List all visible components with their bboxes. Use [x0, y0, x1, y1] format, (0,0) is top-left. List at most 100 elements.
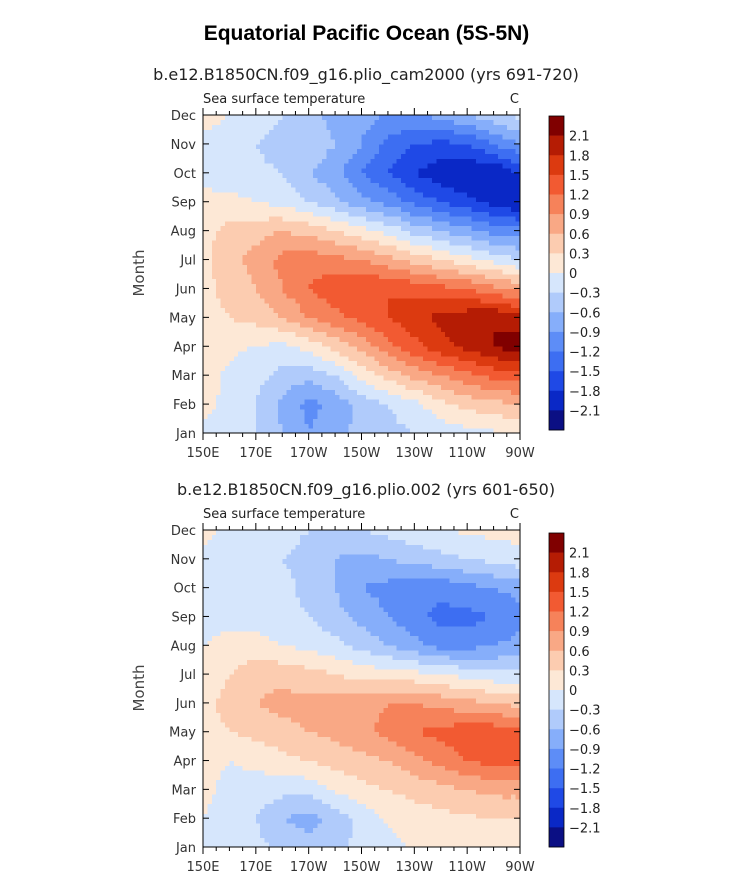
field-cell: [409, 418, 415, 424]
field-cell: [392, 115, 398, 121]
field-cell: [511, 211, 516, 217]
field-cell: [497, 269, 503, 275]
field-cell: [273, 259, 279, 265]
field-cell: [475, 360, 481, 366]
field-cell: [374, 298, 380, 304]
field-cell: [233, 360, 239, 366]
field-cell: [251, 168, 257, 174]
field-cell: [449, 360, 455, 366]
field-cell: [299, 269, 305, 275]
field-cell: [436, 298, 442, 304]
field-cell: [418, 278, 424, 285]
field-cell: [405, 196, 411, 203]
field-cell: [216, 182, 222, 188]
field-cell: [299, 370, 305, 376]
field-cell: [247, 418, 252, 424]
field-cell: [431, 293, 437, 299]
field-cell: [453, 346, 459, 352]
field-cell: [458, 201, 464, 207]
field-cell: [273, 201, 279, 207]
field-cell: [220, 216, 226, 222]
field-cell: [273, 134, 279, 140]
field-cell: [392, 355, 398, 362]
field-cell: [225, 288, 230, 294]
field-cell: [203, 119, 208, 126]
field-cell: [414, 327, 420, 333]
field-cell: [423, 225, 428, 232]
field-cell: [203, 298, 208, 304]
field-cell: [251, 254, 257, 260]
field-cell: [229, 302, 235, 309]
field-cell: [277, 278, 283, 285]
field-cell: [286, 196, 292, 203]
field-cell: [238, 312, 244, 318]
field-cell: [409, 230, 415, 236]
field-cell: [352, 187, 358, 193]
field-cell: [392, 327, 398, 333]
field-cell: [282, 124, 288, 130]
field-cell: [431, 249, 437, 256]
field-cell: [440, 269, 446, 275]
field-cell: [484, 302, 490, 309]
field-cell: [264, 278, 270, 285]
field-cell: [357, 283, 362, 289]
field-cell: [273, 187, 279, 193]
field-cell: [286, 312, 292, 318]
field-cell: [462, 365, 468, 371]
field-cell: [304, 249, 310, 256]
field-cell: [295, 196, 301, 203]
field-cell: [255, 351, 261, 357]
field-cell: [427, 139, 433, 145]
field-cell: [396, 413, 402, 419]
field-cell: [295, 211, 301, 217]
field-cell: [304, 389, 310, 395]
field-cell: [497, 375, 503, 381]
field-cell: [225, 158, 230, 164]
field-cell: [480, 274, 486, 280]
field-cell: [352, 143, 358, 150]
field-cell: [247, 283, 252, 289]
field-cell: [282, 384, 288, 391]
field-cell: [453, 153, 459, 159]
field-cell: [299, 240, 305, 246]
field-cell: [409, 124, 415, 130]
field-cell: [449, 404, 455, 410]
field-cell: [220, 148, 226, 154]
field-cell: [335, 384, 340, 391]
field-cell: [370, 389, 376, 395]
field-cell: [445, 341, 450, 347]
field-cell: [431, 206, 437, 212]
field-cell: [326, 153, 332, 159]
field-cell: [506, 182, 512, 188]
field-cell: [502, 394, 508, 400]
field-cell: [321, 327, 327, 333]
field-cell: [330, 341, 336, 347]
field-cell: [427, 355, 433, 362]
field-cell: [387, 418, 393, 424]
field-cell: [229, 822, 235, 829]
field-cell: [308, 404, 314, 410]
field-cell: [365, 380, 371, 386]
field-cell: [247, 837, 252, 843]
field-cell: [207, 254, 213, 260]
field-cell: [335, 394, 340, 400]
field-cell: [269, 153, 274, 159]
field-cell: [277, 182, 283, 188]
field-cell: [502, 389, 508, 395]
field-cell: [238, 336, 244, 342]
field-cell: [370, 187, 376, 193]
field-cell: [299, 182, 305, 188]
field-cell: [392, 322, 398, 328]
field-cell: [440, 380, 446, 386]
field-cell: [409, 322, 415, 328]
field-cell: [449, 375, 455, 381]
field-cell: [225, 172, 230, 179]
field-cell: [207, 187, 213, 193]
field-cell: [339, 192, 345, 198]
field-cell: [242, 139, 248, 145]
field-cell: [295, 423, 301, 429]
field-cell: [445, 249, 450, 256]
field-cell: [304, 341, 310, 347]
field-cell: [480, 380, 486, 386]
field-cell: [462, 302, 468, 309]
